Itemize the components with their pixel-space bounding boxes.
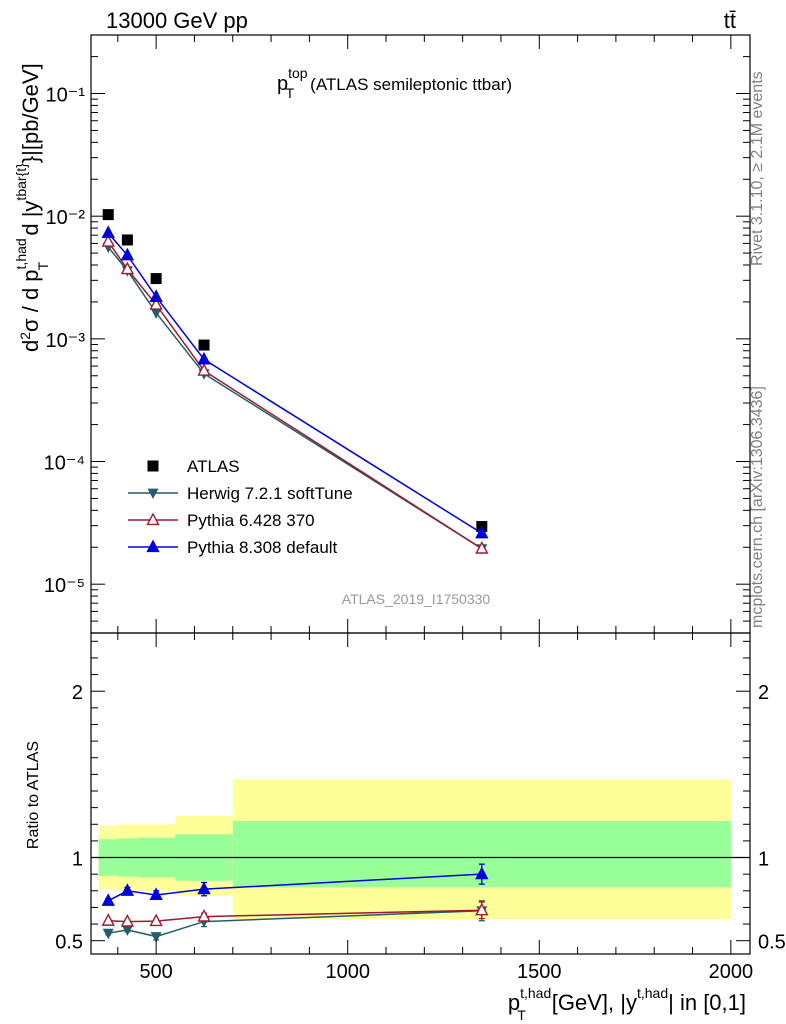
ratio-y-tick-label-right: 2 — [758, 682, 769, 704]
data-point — [101, 234, 115, 247]
main-y-tick-label: 10⁻³ — [46, 330, 86, 352]
legend-marker — [146, 512, 160, 526]
legend-label: Pythia 8.308 default — [187, 538, 338, 557]
data-point — [120, 261, 135, 275]
ratio-x-tick-label: 1500 — [517, 961, 562, 983]
ratio-panel-frame — [90, 632, 751, 955]
ratio-series-group — [101, 863, 489, 943]
xlabel-sup: t,had — [520, 985, 551, 1001]
ratio-x-tick-label: 500 — [139, 961, 172, 983]
data-point — [101, 913, 115, 926]
title-main: p — [277, 73, 288, 95]
analysis-label: ATLAS_2019_I1750330 — [342, 591, 491, 607]
data-point — [150, 308, 162, 319]
data-point — [475, 902, 489, 916]
title-sub: T — [286, 85, 295, 101]
xlabel-main: p — [508, 990, 520, 1015]
legend-marker — [147, 488, 159, 500]
xlabel-sub: T — [517, 1007, 526, 1023]
mcplots-label: mcplots.cern.ch [arXiv:1306.3436] — [749, 386, 766, 628]
data-point — [150, 273, 162, 285]
main-panel: 10⁻⁵ 10⁻⁴ 10⁻³ 10⁻² 10⁻¹ ptop T (ATLAS semilep… — [13, 34, 751, 634]
data-point — [149, 297, 163, 310]
legend-label: ATLAS — [187, 457, 240, 476]
ratio-series-pythia-6-428-370 — [101, 901, 489, 927]
data-point — [121, 925, 133, 936]
data-point — [149, 913, 163, 927]
ratio-y-tick-label: 0.5 — [55, 932, 83, 954]
main-y-tick-label: 10⁻¹ — [46, 85, 86, 107]
main-series-herwig-7-2-1-softtune — [102, 242, 488, 555]
uncertainty-bands — [98, 779, 731, 920]
ratio-x-tick-label: 1000 — [325, 961, 370, 983]
data-point — [197, 909, 211, 922]
main-axis-ticks: 10⁻⁵ 10⁻⁴ 10⁻³ 10⁻² 10⁻¹ — [44, 35, 750, 634]
data-point — [101, 893, 115, 906]
ratio-y-tick-label: 1 — [72, 849, 83, 871]
data-point — [120, 247, 135, 261]
data-point — [102, 928, 114, 940]
data-point — [150, 932, 162, 943]
data-point — [101, 225, 115, 239]
data-point — [120, 883, 135, 896]
energy-label: 13000 GeV pp — [106, 8, 248, 33]
data-point — [102, 209, 114, 221]
data-point — [198, 339, 210, 351]
data-point — [149, 887, 163, 901]
legend: ATLAS Herwig 7.2.1 softTune Pythia 6.428 3… — [128, 457, 353, 557]
data-point — [121, 234, 133, 246]
main-y-axis-label: d2σ / d pt,had T d |ytbar{t}}|[pb/GeV] — [13, 63, 51, 352]
data-point — [475, 866, 489, 880]
main-y-tick-label: 10⁻² — [46, 207, 86, 229]
main-series-pythia-8-308-default — [101, 225, 489, 539]
ratio-y-tick-label-right: 0.5 — [758, 932, 786, 954]
ratio-y-tick-label-right: 1 — [758, 849, 769, 871]
ratio-x-tick-label: 2000 — [709, 961, 754, 983]
ratio-axis-ticks: 0.5 0.5 1 1 2 2 500 1000 1500 2000 — [55, 633, 786, 983]
data-point — [149, 289, 163, 302]
legend-entry: Pythia 6.428 370 — [128, 511, 315, 530]
xlabel-sup2: t,had — [637, 985, 668, 1001]
data-point — [197, 881, 211, 895]
legend-marker — [146, 539, 160, 553]
series-line — [107, 246, 483, 550]
process-label: tt̄ — [724, 8, 736, 33]
legend-entry: Pythia 8.308 default — [128, 538, 338, 557]
xlabel-tail: | in [0,1] — [668, 990, 746, 1015]
main-y-tick-label: 10⁻⁵ — [44, 575, 85, 597]
ratio-series-pythia-8-308-default — [101, 863, 489, 906]
main-series-group — [101, 209, 489, 555]
legend-label: Pythia 6.428 370 — [187, 511, 315, 530]
plot-title: ptop T (ATLAS semileptonic ttbar) — [277, 65, 512, 101]
data-point — [475, 525, 489, 539]
title-sup: top — [288, 65, 308, 81]
legend-entry: Herwig 7.2.1 softTune — [128, 484, 353, 503]
ratio-y-tick-label: 2 — [72, 682, 83, 704]
ratio-panel: 0.5 0.5 1 1 2 2 500 1000 1500 2000 Ratio to ATLAS… — [25, 632, 786, 1023]
legend-entry: ATLAS — [147, 457, 240, 476]
ratio-y-axis-label: Ratio to ATLAS — [25, 741, 42, 849]
data-point — [120, 914, 135, 927]
x-axis-label: pt,had T [GeV], |yt,had| in [0,1] — [508, 985, 746, 1023]
title-rest: (ATLAS semileptonic ttbar) — [310, 75, 512, 94]
data-point — [197, 351, 211, 365]
data-point — [197, 363, 211, 376]
legend-marker — [147, 460, 159, 472]
data-point — [475, 541, 489, 554]
main-y-tick-label: 10⁻⁴ — [44, 453, 85, 475]
rivet-label: Rivet 3.1.10, ≥ 2.1M events — [749, 71, 766, 266]
legend-label: Herwig 7.2.1 softTune — [187, 484, 353, 503]
xlabel-rest: [GeV], |y — [552, 990, 637, 1015]
